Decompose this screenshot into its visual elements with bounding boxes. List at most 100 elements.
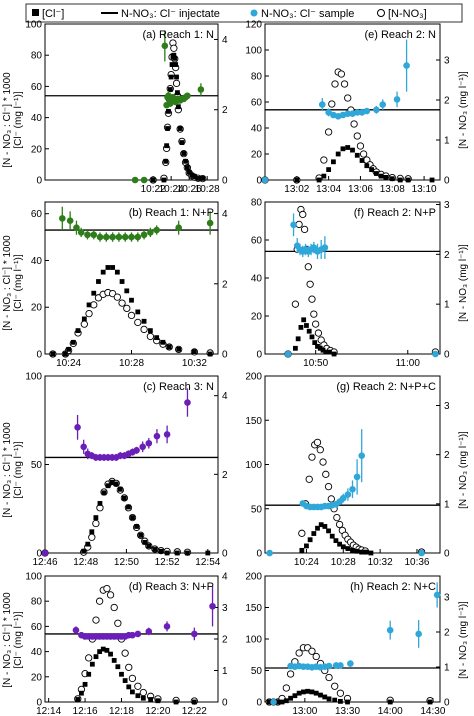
y-left-tick-label: 150 <box>245 416 262 427</box>
plot-frame <box>264 23 441 181</box>
x-tick-label: 10:24 <box>294 557 319 568</box>
legend: [Cl⁻] N-NO₃: Cl⁻ injectate N-NO₃: Cl⁻ sa… <box>25 3 463 23</box>
cl-point <box>200 176 206 181</box>
right-ylabel-row4: [N - NO₃ (mg l⁻¹)] <box>458 601 469 679</box>
right-ylabel-row1: [N - NO₃ (mg l⁻¹)] <box>458 71 469 149</box>
y-left-tick-label: 40 <box>31 256 43 267</box>
cl-point <box>166 344 172 350</box>
x-tick-label: 13:08 <box>380 184 405 195</box>
ratio-point <box>432 350 439 358</box>
ratio-point <box>80 443 87 451</box>
no3-point <box>92 616 100 624</box>
cl-point <box>91 290 97 296</box>
ratio-point <box>96 233 104 241</box>
cl-point <box>141 318 147 324</box>
cl-point <box>129 297 134 303</box>
no3-point <box>108 289 117 298</box>
cl-point <box>321 173 327 179</box>
y-right-tick-label: 0 <box>222 176 228 187</box>
cl-point <box>309 334 315 340</box>
left-ylabel-row2-line1: [N - NO₃ : Cl⁻] * 1000 <box>2 235 13 331</box>
cl-point <box>168 74 174 80</box>
y-right-tick-label: 3 <box>444 200 450 211</box>
ratio-point <box>140 176 148 184</box>
ratio-point <box>344 491 352 498</box>
ratio-point <box>353 109 361 116</box>
ratio-point <box>339 494 347 502</box>
cl-point <box>331 351 337 357</box>
legend-item-injectate: N-NO₃: Cl⁻ injectate <box>121 8 220 20</box>
y-right-tick-label: 0 <box>444 698 450 709</box>
no3-point <box>306 280 314 288</box>
cl-point <box>306 328 312 334</box>
cl-point <box>389 176 395 182</box>
cl-point <box>124 288 130 294</box>
y-left-tick-label: 20 <box>31 303 43 314</box>
cl-point <box>338 698 343 704</box>
y-left-tick-label: 50 <box>31 460 43 471</box>
cl-point <box>292 345 298 351</box>
cl-point <box>317 345 323 351</box>
cl-point <box>332 697 338 703</box>
y-right-tick-label: 2 <box>444 250 450 261</box>
x-tick-label: 10:32 <box>182 358 207 369</box>
cl-point <box>350 147 355 153</box>
y-right-tick-label: 1 <box>444 300 450 311</box>
legend-dot-marker <box>250 9 258 17</box>
no3-point <box>121 649 129 657</box>
no3-point <box>299 210 307 219</box>
y-right-tick-label: 1 <box>444 499 450 510</box>
cl-point <box>305 688 311 694</box>
no3-point <box>313 438 322 447</box>
y-left-tick-label: 80 <box>31 597 43 608</box>
no3-point <box>327 495 335 503</box>
ratio-point <box>153 432 161 440</box>
ratio-point <box>403 62 410 69</box>
cl-point <box>122 678 128 683</box>
ratio-point <box>206 219 214 227</box>
cl-point <box>160 339 166 345</box>
cl-point <box>86 671 92 677</box>
ratio-point <box>74 424 81 431</box>
cl-point <box>114 269 120 275</box>
cl-point <box>85 541 91 547</box>
no3-point <box>114 619 122 627</box>
no3-point <box>359 150 368 158</box>
cl-point <box>93 654 99 660</box>
cl-point <box>148 697 154 702</box>
plot-frame <box>44 23 219 181</box>
y-right-tick-label: 1 <box>444 136 450 147</box>
x-tick-label: 10:32 <box>368 557 393 568</box>
no3-point <box>134 318 142 327</box>
cl-point <box>115 664 121 670</box>
cl-point <box>130 515 135 520</box>
cl-point <box>134 524 139 529</box>
cl-point <box>186 169 192 175</box>
y-right-tick-label: 3 <box>444 401 450 412</box>
no3-point <box>324 128 333 136</box>
cl-point <box>322 694 328 700</box>
cl-point <box>97 501 103 506</box>
cl-point <box>135 693 141 699</box>
y-left-tick-label: 0 <box>36 549 42 560</box>
y-right-tick-label: 2 <box>222 635 228 646</box>
cl-point <box>323 349 329 355</box>
ratio-point <box>139 443 146 451</box>
cl-point <box>345 699 350 705</box>
no3-point <box>172 79 181 88</box>
no3-point <box>170 44 178 52</box>
y-left-tick-label: 100 <box>25 372 42 383</box>
cl-point <box>309 689 315 695</box>
cl-point <box>70 339 76 345</box>
cl-point <box>165 126 170 131</box>
x-tick-label: 14:00 <box>378 706 403 716</box>
y-left-tick-label: 100 <box>25 20 42 31</box>
ratio-point <box>147 229 154 236</box>
ratio-point <box>153 226 160 234</box>
ratio-point <box>270 698 277 706</box>
y-left-tick-label: 40 <box>251 124 263 135</box>
ratio-point <box>134 233 142 241</box>
plot-frame <box>44 575 219 703</box>
y-left-tick-label: 0 <box>256 698 262 709</box>
panel-b-reach1-np: 10:24 10:28 10:32 0 20 40 60 0 2 4 (b) Reach 1: N+… <box>31 201 228 369</box>
